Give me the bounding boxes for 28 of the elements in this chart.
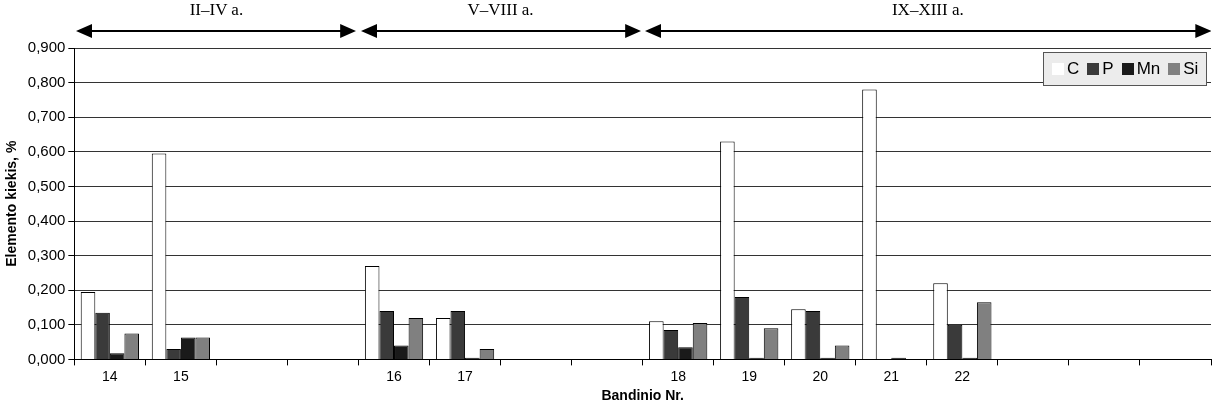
x-tick-label: 16 bbox=[386, 367, 403, 384]
legend-label: C bbox=[1067, 59, 1080, 79]
legend-label: Mn bbox=[1136, 59, 1161, 79]
x-tick-label: 20 bbox=[812, 367, 829, 384]
legend-label: P bbox=[1102, 59, 1114, 79]
y-axis-title: Elemento kiekis, % bbox=[3, 140, 20, 267]
x-tick-label: 22 bbox=[954, 367, 971, 384]
y-tick-label: 0,300 bbox=[27, 245, 66, 263]
x-tick-label: 21 bbox=[883, 367, 900, 384]
y-tick-label: 0,900 bbox=[27, 38, 66, 56]
legend-label: Si bbox=[1183, 59, 1199, 79]
y-tick-label: 0,700 bbox=[27, 107, 66, 125]
text: IX–XIII a. bbox=[891, 0, 964, 20]
x-tick-label: 19 bbox=[741, 367, 758, 384]
y-tick-label: 0,800 bbox=[27, 72, 66, 90]
y-tick-label: 0,400 bbox=[27, 211, 66, 229]
x-tick-label: 14 bbox=[102, 367, 118, 384]
y-tick-label: 0,500 bbox=[27, 176, 66, 194]
x-tick-label: 17 bbox=[457, 367, 474, 384]
y-tick-label: 0,600 bbox=[27, 141, 66, 159]
x-axis-title: Bandinio Nr. bbox=[601, 387, 684, 404]
text: II–IV a. bbox=[189, 0, 244, 20]
y-tick-label: 0,200 bbox=[27, 280, 66, 298]
y-tick-label: 0,100 bbox=[27, 314, 66, 332]
text: V–VIII a. bbox=[467, 0, 534, 20]
y-tick-label: 0,000 bbox=[27, 349, 66, 367]
x-tick-label: 18 bbox=[670, 367, 687, 384]
x-tick-label: 15 bbox=[173, 367, 189, 384]
